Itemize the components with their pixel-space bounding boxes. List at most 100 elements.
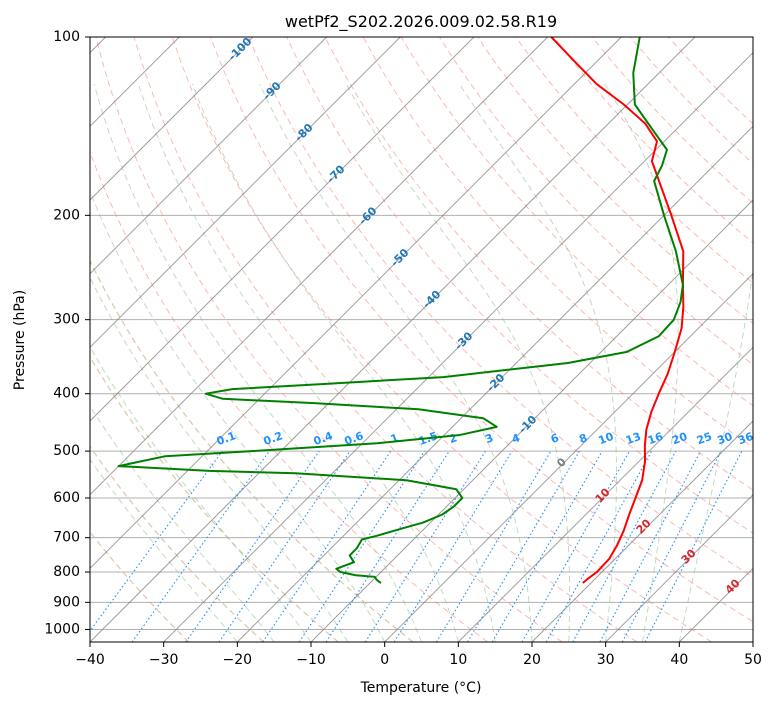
isotherm [531,420,753,642]
y-tick-label: 900 [53,594,80,610]
y-axis: 100 200 300 400 500 600 700 800 900 1000 [44,29,90,637]
mixing-ratio-line [572,450,677,642]
y-tick-label: 100 [53,29,80,45]
dry-adiabat [477,37,753,325]
mixing-ratio-line [467,450,580,642]
mixing-ratio-line [325,450,450,642]
x-tick-label: −10 [296,652,326,668]
x-tick-label: 30 [597,652,615,668]
isotherm [384,272,753,642]
mixing-ratio-label: 0.4 [312,429,335,448]
mixing-ratio-label: 16 [646,430,665,448]
moist-adiabat [137,83,459,642]
dry-adiabat [171,37,712,642]
dry-adiabat [248,37,753,578]
isotherm [236,125,753,642]
moist-adiabat [458,83,618,642]
x-tick-label: −20 [223,652,253,668]
moist-adiabat [90,405,275,642]
y-tick-label: 200 [53,207,80,223]
mixing-ratio-label: 30 [715,430,734,448]
dry-adiabats [90,37,753,642]
dewpoint-profile-line [117,37,684,584]
moist-adiabat [191,83,496,642]
isotherm [90,37,328,275]
chart-title: wetPf2_S202.2026.009.02.58.R19 [285,12,557,32]
mixing-ratio-line [545,450,653,642]
moist-adiabat [90,276,349,642]
moist-adiabat [604,83,679,642]
x-tick-label: 10 [449,652,467,668]
moist-adiabat [259,83,533,642]
x-tick-label: 20 [523,652,541,668]
isotherm [90,37,696,642]
x-tick-label: −30 [149,652,179,668]
mixing-ratio-label: 4 [510,431,522,446]
isotherm [90,37,401,349]
mixing-ratio-label: 25 [695,430,714,447]
mixing-ratio-label: 0.1 [215,429,238,448]
moist-adiabat [345,83,571,642]
mixing-ratio-label: 13 [624,430,643,447]
mixing-ratio-line [185,450,320,642]
mixing-ratio-label: 3 [483,431,495,446]
mixing-ratio-label: 20 [670,430,689,448]
moist-adiabat [90,345,312,642]
dry-adiabat [95,37,563,642]
isotherm [310,199,753,642]
mixing-ratio-label: 8 [577,431,589,446]
dry-adiabat [515,37,753,284]
mixing-ratio-line [435,450,552,642]
mixing-ratio-label: 10 [597,430,616,448]
mixing-ratio-label: 36 [736,430,755,448]
isotherms [90,37,753,642]
dry-adiabat [400,37,753,407]
mixing-ratio-line [393,450,513,642]
y-tick-label: 800 [53,564,80,580]
x-tick-label: −40 [75,652,105,668]
dry-adiabat [133,37,638,642]
isotherm [163,51,753,642]
moist-adiabat [93,83,422,642]
y-tick-label: 700 [53,530,80,546]
y-tick-label: 300 [53,312,80,328]
dry-adiabat [90,445,264,642]
mixing-ratio-line [521,450,630,642]
mixing-ratio-line [218,450,351,642]
mixing-ratio-line [364,450,486,642]
plot-background [90,37,753,642]
y-tick-label: 600 [53,490,80,506]
x-tick-label: 40 [670,652,688,668]
dry-adiabat [629,37,753,165]
x-tick-label: 50 [744,652,762,668]
dry-adiabat [90,259,414,642]
y-tick-label: 400 [53,386,80,402]
isotherm [752,641,753,642]
isotherm [605,493,753,642]
isotherm [90,37,549,496]
sounding-profiles [117,37,685,584]
dry-adiabat [210,37,753,623]
y-tick-label: 500 [53,443,80,459]
mixing-ratio-label: 0.6 [343,429,366,448]
temperature-profile-line [550,37,685,584]
plot-frame [89,36,754,643]
mixing-ratio-lines [90,450,743,642]
moist-adiabat [90,458,238,642]
mixing-ratio-label: 1 [389,431,401,446]
dry-adiabat [324,37,753,491]
mixing-ratio-label: 2 [447,431,459,446]
mixing-ratio-label: 0.2 [262,429,285,448]
isotherm [90,37,622,570]
dry-adiabat [591,37,753,204]
y-axis-label: Pressure (hPa) [12,290,28,390]
y-tick-label: 1000 [44,621,80,637]
x-axis-label: Temperature (°C) [360,680,482,696]
x-axis: −40 −30 −20 −10 0 10 20 30 40 50 [75,642,762,668]
mixing-ratio-line [491,450,603,642]
isotherm [457,346,753,642]
x-tick-label: 0 [380,652,389,668]
isotherm [90,37,475,422]
moist-adiabat [678,83,753,642]
